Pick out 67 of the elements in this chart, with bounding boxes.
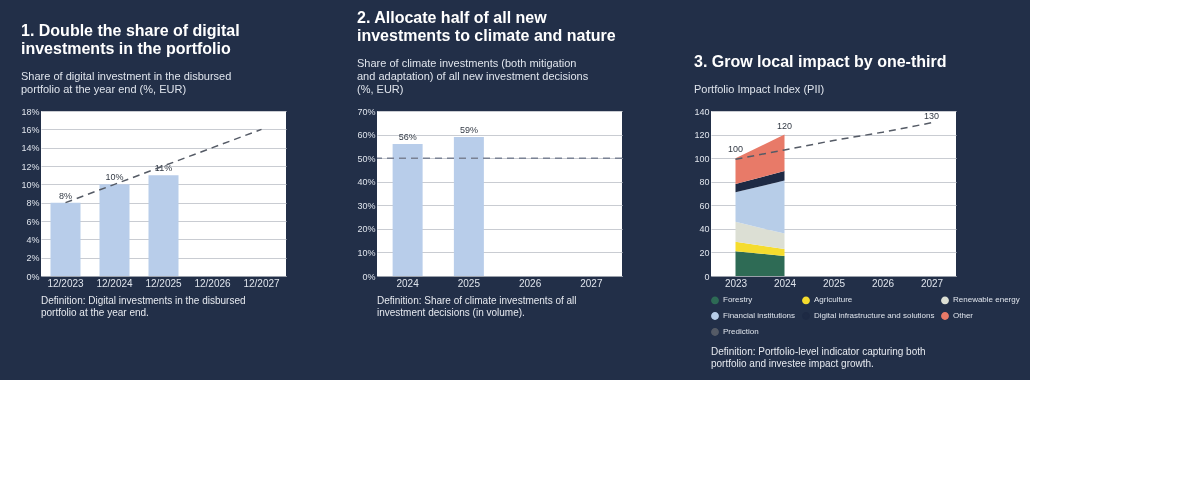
y-tick-label: 60% [357,130,376,141]
y-tick-label: 70% [357,106,376,117]
legend-label: Financial institutions [723,311,796,320]
y-tick-label: 60 [699,200,710,211]
y-tick-label: 20% [357,224,376,235]
total-label: 100 [727,144,744,155]
chart-title: 1. Double the share of digital investments in the portfolio [20,22,240,57]
x-tick-label: 2023 [724,277,748,289]
y-tick-label: 2% [26,253,40,264]
y-tick-label: 20 [699,247,710,258]
data-label: 56% [398,132,417,142]
chart-subtitle: Share of climate investments (both mitigation and adaptation) of all new investment decisions (%, EUR) [356,57,589,95]
y-tick-label: 80 [699,177,710,188]
legend-label: Agriculture [814,295,853,305]
y-tick-label: 16% [21,124,40,135]
y-tick-label: 0% [362,271,376,282]
y-tick-label: 6% [26,216,40,227]
legend-label: Renewable energy [953,295,1020,305]
x-tick-label: 2027 [580,277,603,289]
legend-label: Prediction [723,327,759,336]
legend-label: Other [953,311,974,320]
x-tick-label: 2026 [871,277,895,289]
y-tick-label: 0% [26,271,40,282]
y-tick-label: 50% [357,153,376,164]
y-tick-label: 8% [26,198,40,209]
data-label: 11% [154,163,173,174]
y-tick-label: 14% [21,143,40,154]
y-tick-label: 120 [694,130,710,141]
legend-label: Digital infrastructure and solutions [814,311,935,320]
data-label: 130 [923,110,940,121]
x-tick-label: 2025 [822,277,846,289]
total-label: 120 [776,120,793,131]
y-tick-label: 4% [26,234,40,245]
y-tick-label: 12% [21,161,40,172]
y-tick-label: 0 [704,271,710,282]
x-tick-label: 12/2026 [194,277,232,289]
text: Definition: Share of climate investments of all investment decisions (in volume). [377,295,577,318]
x-tick-label: 12/2025 [145,277,183,289]
bar [148,175,179,276]
data-label: 59% [459,124,478,135]
text: Definition: Digital investments in the disbursed portfolio at the year end. [41,295,246,318]
y-tick-label: 40 [699,224,710,235]
chart-title: 2. Allocate half of all new investments to climate and nature [356,9,616,44]
chart-subtitle: Portfolio Impact Index (PII) [693,83,825,95]
y-tick-label: 140 [694,106,710,117]
y-tick-label: 10% [21,179,40,190]
x-tick-label: 2024 [773,277,797,289]
legend-label: Forestry [723,295,753,305]
bar [50,202,81,276]
x-tick-label: 12/2024 [96,277,134,289]
y-tick-label: 40% [357,177,376,188]
text: Definition: Portfolio-level indicator capturing both portfolio and investee impact growth. [711,346,926,369]
x-tick-label: 12/2023 [47,277,85,289]
chart-subtitle: Share of digital investment in the disbursed portfolio at the year end (%, EUR) [20,70,232,95]
y-tick-label: 18% [21,106,40,117]
data-label: 10% [105,172,124,183]
y-tick-label: 100 [694,153,710,164]
x-tick-label: 2025 [457,277,481,289]
x-tick-label: 2027 [920,277,944,289]
chart-title: 3. Grow local impact by one-third [693,53,947,70]
y-tick-label: 10% [357,247,376,258]
x-tick-label: 12/2027 [243,277,281,289]
data-label: 8% [58,190,73,201]
x-tick-label: 2024 [396,277,420,289]
bar [99,184,130,276]
y-tick-label: 30% [357,200,376,211]
x-tick-label: 2026 [519,277,542,289]
